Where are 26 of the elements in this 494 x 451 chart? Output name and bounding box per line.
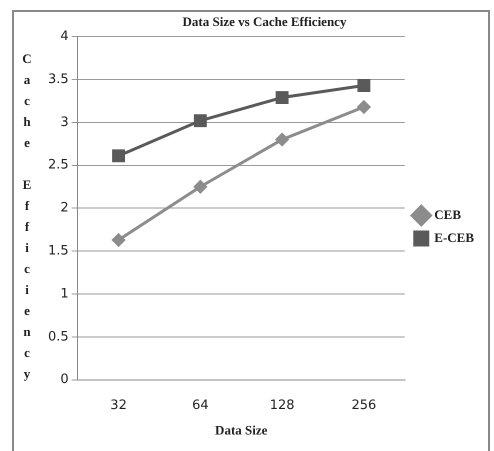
legend-label: CEB (434, 206, 462, 222)
chart-title: Data Size vs Cache Efficiency (182, 14, 347, 30)
y-tick-label: 1 (60, 286, 69, 302)
point (112, 233, 126, 246)
x-tick-label: 128 (270, 398, 295, 413)
point (276, 91, 289, 104)
point (357, 79, 370, 92)
x-axis-title: Data Size (215, 422, 268, 438)
x-tick-label: 32 (110, 398, 127, 413)
y-tick-label: 3 (60, 114, 69, 130)
y-tick-label: 2.5 (48, 158, 69, 173)
legend-label: E-CEB (434, 230, 474, 245)
y-tick-label: 3.5 (48, 72, 69, 87)
point (357, 100, 370, 114)
point (112, 149, 126, 162)
point (276, 133, 289, 146)
y-tick-label: 4 (60, 28, 69, 44)
point (194, 114, 207, 128)
y-tick-label: 0.5 (48, 329, 69, 344)
x-tick-label: 256 (351, 398, 376, 413)
text: Cache Efficiency (22, 51, 32, 381)
y-tick-label: 1.5 (48, 243, 69, 258)
y-tick-label: 0 (60, 372, 69, 388)
x-tick-label: 64 (192, 398, 209, 413)
point (194, 180, 207, 194)
y-tick-label: 2 (60, 200, 69, 216)
